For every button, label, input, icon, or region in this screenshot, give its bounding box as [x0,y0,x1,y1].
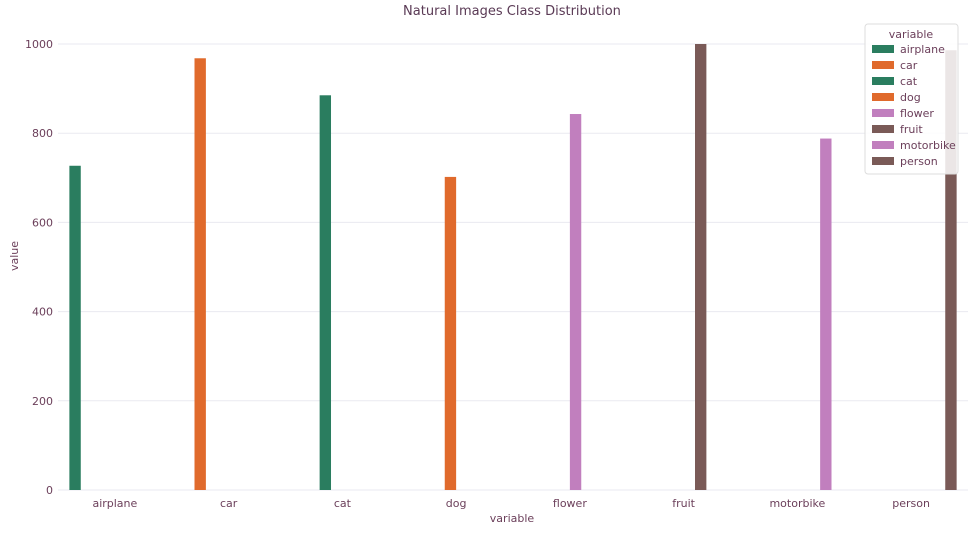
legend-swatch-flower [872,109,894,117]
bar-motorbike [820,138,832,491]
legend-swatch-dog [872,93,894,101]
legend-label-person: person [900,155,938,168]
bars [69,44,957,491]
legend-swatch-motorbike [872,141,894,149]
chart-title: Natural Images Class Distribution [403,4,621,19]
bar-dog [444,176,457,490]
legend-swatch-fruit [872,125,894,133]
x-axis-label: variable [490,512,535,525]
legend-label-motorbike: motorbike [900,139,956,152]
legend-title: variable [889,28,934,41]
bar-person [945,50,957,491]
legend: variable airplane car cat dog flower fruit mot… [864,23,959,175]
legend-items: airplane car cat dog flower fruit motorbike per… [872,43,956,168]
legend-label-airplane: airplane [900,43,945,56]
y-axis-ticks: 0 200 400 600 800 1000 [25,38,53,497]
bar-airplane [69,165,81,490]
bar-fruit [695,44,707,490]
legend-label-dog: dog [900,91,921,104]
legend-swatch-airplane [872,45,894,53]
x-tick-label: person [892,497,930,510]
x-tick-label: flower [553,497,587,510]
legend-label-car: car [900,59,918,72]
bar-car [194,58,206,491]
y-tick-label: 800 [32,127,53,140]
bar-flower [569,114,582,491]
y-tick-label: 0 [46,484,53,497]
bar-cat [319,95,332,490]
legend-label-flower: flower [900,107,934,120]
legend-label-cat: cat [900,75,918,88]
gridlines [58,43,968,491]
y-tick-label: 1000 [25,38,53,51]
legend-swatch-car [872,61,894,69]
y-tick-label: 200 [32,395,53,408]
y-axis-label: value [8,241,21,271]
y-tick-label: 400 [32,306,53,319]
legend-swatch-person [872,157,894,165]
x-tick-label: fruit [672,497,695,510]
legend-label-fruit: fruit [900,123,923,136]
x-tick-label: airplane [92,497,137,510]
x-axis-ticks: airplane car cat dog flower fruit motorbike per… [92,497,930,510]
y-tick-label: 600 [32,216,53,229]
x-tick-label: cat [334,497,352,510]
x-tick-label: car [220,497,238,510]
x-tick-label: motorbike [769,497,825,510]
legend-swatch-cat [872,77,894,85]
x-tick-label: dog [446,497,467,510]
